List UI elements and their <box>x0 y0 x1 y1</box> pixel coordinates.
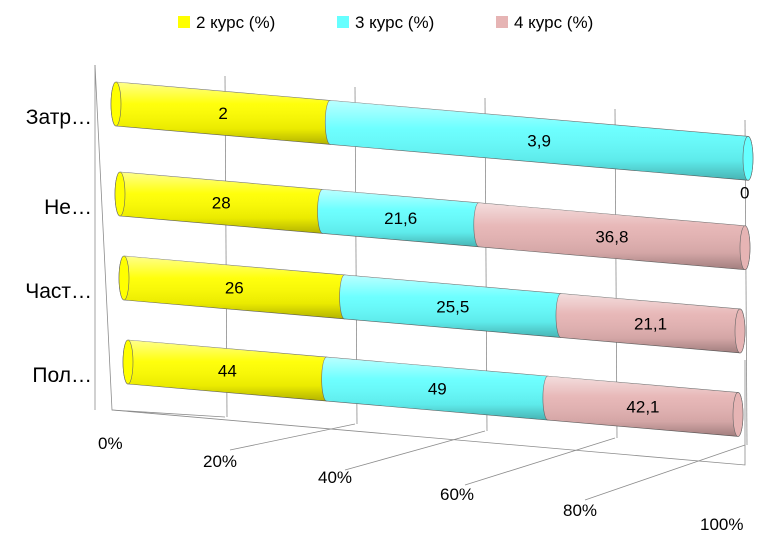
category-label: Пол… <box>32 364 92 387</box>
bar-shading-s2-r2 <box>339 274 566 338</box>
data-label: 0 <box>740 183 749 202</box>
bar-end-cap <box>122 339 134 385</box>
data-label: 21,1 <box>634 314 667 333</box>
data-label: 26 <box>225 278 244 297</box>
bar-shading-s3-r1 <box>542 376 743 437</box>
data-label: 44 <box>218 362 237 381</box>
bar-shading-s1-r2 <box>119 256 350 319</box>
floor-line-60 <box>344 430 486 471</box>
category-label: Част… <box>25 280 92 303</box>
bar-end-cap <box>739 225 751 271</box>
bar-shading-s2-r3 <box>317 189 484 247</box>
x-tick-label: 20% <box>203 452 237 471</box>
data-label: 2 <box>218 104 227 123</box>
data-label: 21,6 <box>384 209 417 228</box>
floor-line-40 <box>229 423 356 451</box>
category-label: Затр… <box>26 106 92 129</box>
labels: 0% 20% 40% 60% 80% 100% Пол… 44 49 42,1 Част… 26 25,… <box>25 104 749 533</box>
legend-swatch-1 <box>178 16 190 28</box>
data-label: 36,8 <box>595 227 628 246</box>
legend-swatch-3 <box>496 16 508 28</box>
bar-shading-s3-r2 <box>555 293 745 353</box>
x-tick-label: 0% <box>98 434 123 453</box>
legend: 2 курс (%) 3 курс (%) 4 курс (%) <box>178 13 593 32</box>
x-tick-label: 80% <box>563 501 597 520</box>
x-tick-label: 100% <box>700 515 743 533</box>
x-tick-label: 40% <box>318 468 352 487</box>
bar-shading-s1-r3 <box>115 172 328 234</box>
category-label: Не… <box>44 196 92 219</box>
bars <box>110 81 754 437</box>
bar-end-cap <box>114 171 126 217</box>
data-label: 25,5 <box>436 297 469 316</box>
data-label: 28 <box>212 194 231 213</box>
bar-shading-s1-r1 <box>123 340 332 402</box>
floor-line-100 <box>584 444 746 501</box>
bar-end-cap <box>110 81 122 127</box>
bar-end-cap <box>734 308 746 354</box>
bar-end-cap <box>118 255 130 301</box>
bar-shading-s2-r4 <box>325 100 753 181</box>
legend-label-2: 3 курс (%) <box>355 13 434 32</box>
plot-wall-outline <box>94 64 746 466</box>
bar-shading-s2-r1 <box>321 357 553 421</box>
data-label: 42,1 <box>626 397 659 416</box>
bar-end-cap <box>732 392 744 437</box>
data-label: 49 <box>428 380 447 399</box>
bar-shading-s3-r3 <box>473 202 750 270</box>
legend-label-3: 4 курс (%) <box>514 13 593 32</box>
legend-label-1: 2 курс (%) <box>196 13 275 32</box>
bar-shading-s1-r4 <box>111 82 336 145</box>
bar-end-cap <box>742 136 754 181</box>
floor-line-80 <box>464 437 616 486</box>
x-tick-label: 60% <box>440 485 474 504</box>
data-label: 3,9 <box>527 131 551 150</box>
legend-swatch-2 <box>337 16 349 28</box>
floor-line-20 <box>111 409 226 418</box>
